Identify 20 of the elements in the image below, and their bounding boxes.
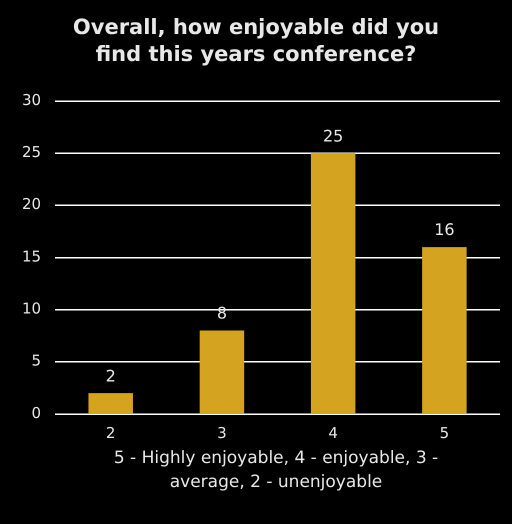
bar xyxy=(422,247,467,414)
x-axis-title: 5 - Highly enjoyable, 4 - enjoyable, 3 - average, 2 - unenjoyable xyxy=(112,447,440,494)
x-tick-label: 5 xyxy=(440,424,450,442)
x-tick-label: 3 xyxy=(217,424,227,442)
y-tick-label: 25 xyxy=(22,143,42,162)
data-label: 2 xyxy=(106,366,116,386)
data-label: 25 xyxy=(322,126,344,146)
x-tick-label: 4 xyxy=(328,424,338,442)
bar xyxy=(310,153,356,414)
chart-title: Overall, how enjoyable did you find this years conference? xyxy=(72,14,440,68)
y-tick-label: 20 xyxy=(22,195,42,214)
y-tick-label: 30 xyxy=(22,90,42,109)
data-label: 16 xyxy=(434,220,455,240)
y-tick-label: 15 xyxy=(22,247,42,266)
y-tick-label: 0 xyxy=(32,404,42,422)
y-tick-label: 10 xyxy=(22,300,42,318)
bar xyxy=(200,330,244,414)
y-tick-label: 5 xyxy=(32,352,42,370)
bar xyxy=(88,393,133,414)
x-tick-label: 2 xyxy=(106,424,116,442)
